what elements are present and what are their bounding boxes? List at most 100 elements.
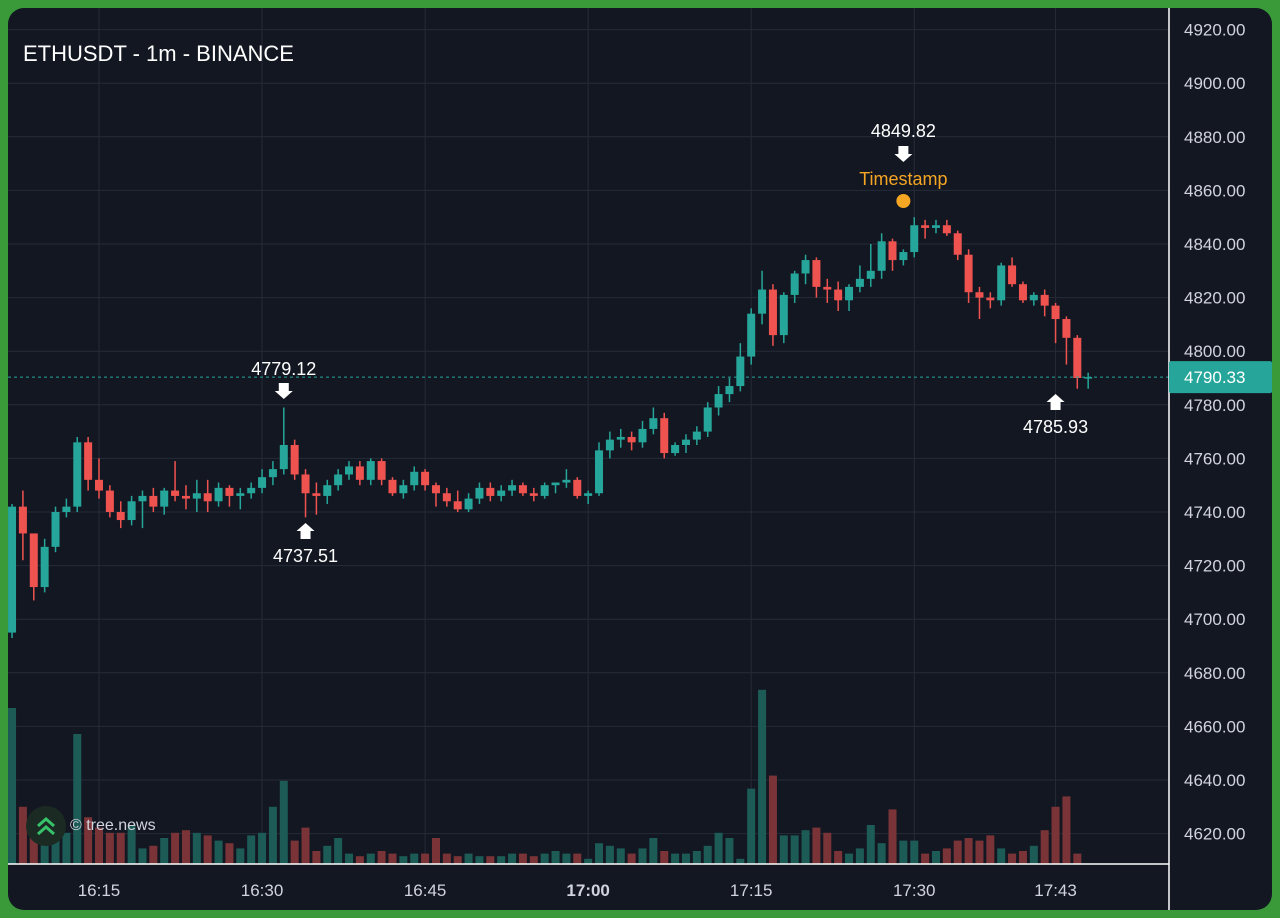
volume-bar	[29, 838, 38, 864]
candlestick-chart[interactable]: 4920.00 4900.00 4880.00 4860.00 4840.00 4820.…	[8, 8, 1272, 910]
price-tick-label: 4780.00	[1184, 396, 1245, 415]
candle-body	[779, 294, 788, 336]
candle-body	[323, 485, 332, 496]
price-tick-label: 4620.00	[1184, 825, 1245, 844]
candle-body	[95, 479, 103, 491]
volume-bar	[1073, 853, 1082, 864]
watermark: © tree.news	[26, 806, 156, 846]
volume-bar	[214, 840, 223, 864]
candle-body	[529, 493, 538, 496]
volume-bar	[921, 853, 930, 864]
candle-body	[681, 439, 690, 445]
volume-bar	[638, 848, 647, 864]
candle-body	[627, 436, 636, 443]
candle-body	[345, 466, 354, 475]
volume-bar	[714, 832, 723, 864]
volume-bar	[464, 853, 473, 864]
volume-bar	[18, 806, 27, 864]
candle-body	[1073, 337, 1082, 378]
volume-bar	[866, 825, 875, 864]
candle-body	[105, 490, 114, 512]
candle-body	[138, 495, 147, 502]
volume-bar	[855, 848, 864, 864]
arrow-up-icon	[1046, 394, 1065, 410]
candle-body	[127, 501, 136, 521]
time-tick-label: 17:00	[566, 881, 609, 900]
candle-body	[997, 265, 1006, 301]
candle-body	[214, 487, 223, 502]
volume-bar	[768, 775, 777, 864]
volume-bar	[127, 825, 136, 864]
volume-bar	[203, 835, 212, 864]
volume-bar	[247, 835, 256, 864]
volume-bar	[421, 853, 430, 864]
candle-body	[442, 493, 451, 502]
volume-bar	[312, 851, 321, 864]
time-axis[interactable]: 16:15 16:30 16:45 17:00 17:15 17:30 17:43	[78, 881, 1077, 900]
volume-bar	[486, 856, 495, 864]
volume-bar	[953, 840, 962, 864]
candle-body	[18, 506, 27, 534]
candle-body	[931, 225, 940, 228]
candle-body	[149, 495, 158, 507]
volume-bar	[138, 848, 147, 864]
candle-body	[942, 225, 951, 234]
volume-bar	[73, 734, 82, 864]
volume-bar	[388, 853, 397, 864]
candle-body	[866, 270, 875, 279]
candle-body	[790, 273, 799, 295]
volume-bar	[812, 827, 821, 864]
candle-body	[203, 493, 212, 502]
candle-body	[51, 512, 60, 547]
candle-body	[671, 445, 680, 454]
price-tick-label: 4900.00	[1184, 74, 1245, 93]
candle-body	[160, 490, 169, 507]
volume-layer	[8, 689, 1082, 864]
candle-body	[1018, 284, 1027, 301]
candle-body	[410, 471, 419, 486]
chart-title: ETHUSDT - 1m - BINANCE	[23, 41, 294, 66]
volume-bar	[562, 853, 571, 864]
price-axis[interactable]: 4920.00 4900.00 4880.00 4860.00 4840.00 4820.…	[1184, 21, 1245, 844]
candle-body	[605, 439, 614, 451]
timestamp-marker-icon	[896, 194, 911, 208]
candle-body	[399, 485, 408, 494]
volume-bar	[323, 845, 332, 864]
local-low-label: 4737.51	[272, 546, 339, 566]
volume-bar	[149, 845, 158, 864]
current-price-badge-bg	[1169, 361, 1272, 394]
volume-bar	[1029, 845, 1038, 864]
volume-bar	[692, 851, 701, 864]
candle-body	[508, 485, 517, 491]
candle-layer	[8, 217, 1093, 638]
candle-body	[649, 418, 658, 429]
candle-body	[660, 418, 669, 454]
volume-bar	[899, 840, 908, 864]
candle-body	[464, 498, 473, 510]
candle-body	[845, 286, 854, 301]
volume-bar	[779, 835, 788, 864]
candle-body	[888, 241, 897, 261]
candle-body	[899, 252, 908, 261]
candle-body	[910, 225, 919, 253]
candle-body	[290, 445, 299, 475]
volume-bar	[192, 832, 201, 864]
candle-body	[877, 241, 886, 271]
volume-bar	[964, 838, 973, 864]
price-tick-label: 4740.00	[1184, 503, 1245, 522]
candle-body	[975, 292, 984, 298]
candle-body	[377, 461, 386, 480]
candle-body	[834, 289, 843, 301]
volume-bar	[475, 856, 484, 864]
volume-bar	[105, 832, 114, 864]
arrow-up-icon	[296, 523, 315, 539]
current-price-badge: 4790.33	[1169, 361, 1272, 394]
volume-bar	[258, 832, 267, 864]
volume-bar	[301, 827, 310, 864]
candle-body	[855, 278, 864, 287]
candle-body	[388, 479, 397, 494]
candle-body	[768, 289, 777, 336]
volume-bar	[551, 851, 560, 864]
price-tick-label: 4920.00	[1184, 21, 1245, 40]
current-price-badge-text: 4790.33	[1184, 368, 1245, 387]
